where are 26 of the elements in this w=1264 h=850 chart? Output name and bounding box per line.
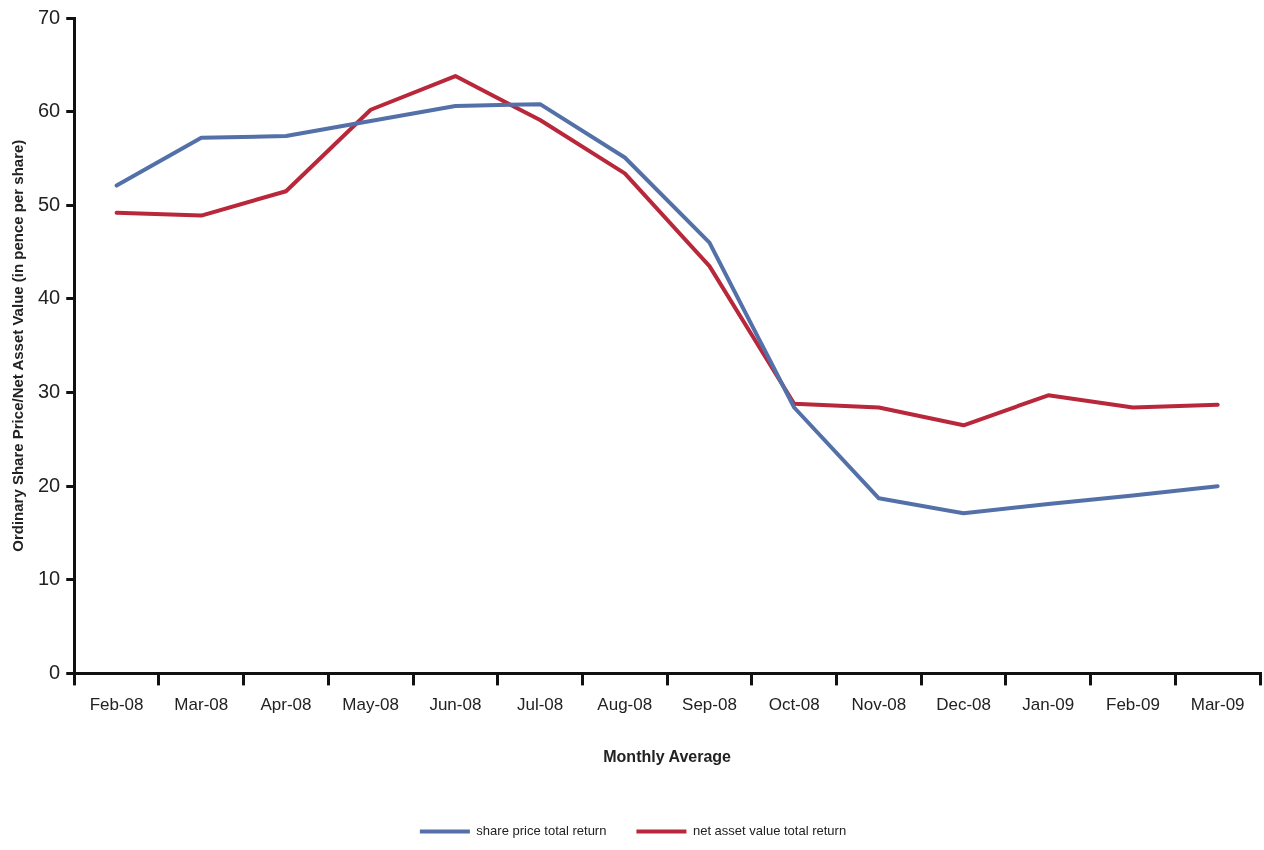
x-tick-label: Nov-08 xyxy=(851,695,907,715)
y-tick-label: 20 xyxy=(38,473,61,496)
y-tick-label: 50 xyxy=(38,192,61,215)
legend-label: net asset value total return xyxy=(692,823,847,839)
x-tick-label: Jul-08 xyxy=(516,695,564,715)
y-tick-label: 10 xyxy=(38,567,61,590)
x-tick-label: Jan-09 xyxy=(1022,695,1075,715)
x-tick-label: Mar-09 xyxy=(1190,695,1245,715)
x-tick-label: Mar-08 xyxy=(174,695,229,715)
x-tick-label: May-08 xyxy=(342,695,400,715)
y-tick-label: 70 xyxy=(38,5,61,28)
x-tick-label: Aug-08 xyxy=(597,695,653,715)
x-tick-label: Jun-08 xyxy=(429,695,482,715)
x-tick-label: Feb-09 xyxy=(1106,695,1160,715)
y-axis-title: Ordinary Share Price/Net Asset Value (in pence per share) xyxy=(9,139,27,552)
x-tick-label: Dec-08 xyxy=(936,695,991,715)
x-tick-label: Apr-08 xyxy=(260,695,312,715)
x-axis-title: Monthly Average xyxy=(603,747,732,765)
x-tick-label: Oct-08 xyxy=(768,695,820,715)
legend-label: share price total return xyxy=(476,823,607,839)
y-tick-label: 40 xyxy=(38,286,61,309)
y-tick-label: 0 xyxy=(49,660,61,683)
x-tick-label: Feb-08 xyxy=(89,695,144,715)
x-tick-label: Sep-08 xyxy=(682,695,737,715)
y-tick-label: 60 xyxy=(38,99,61,122)
y-tick-label: 30 xyxy=(38,380,61,403)
